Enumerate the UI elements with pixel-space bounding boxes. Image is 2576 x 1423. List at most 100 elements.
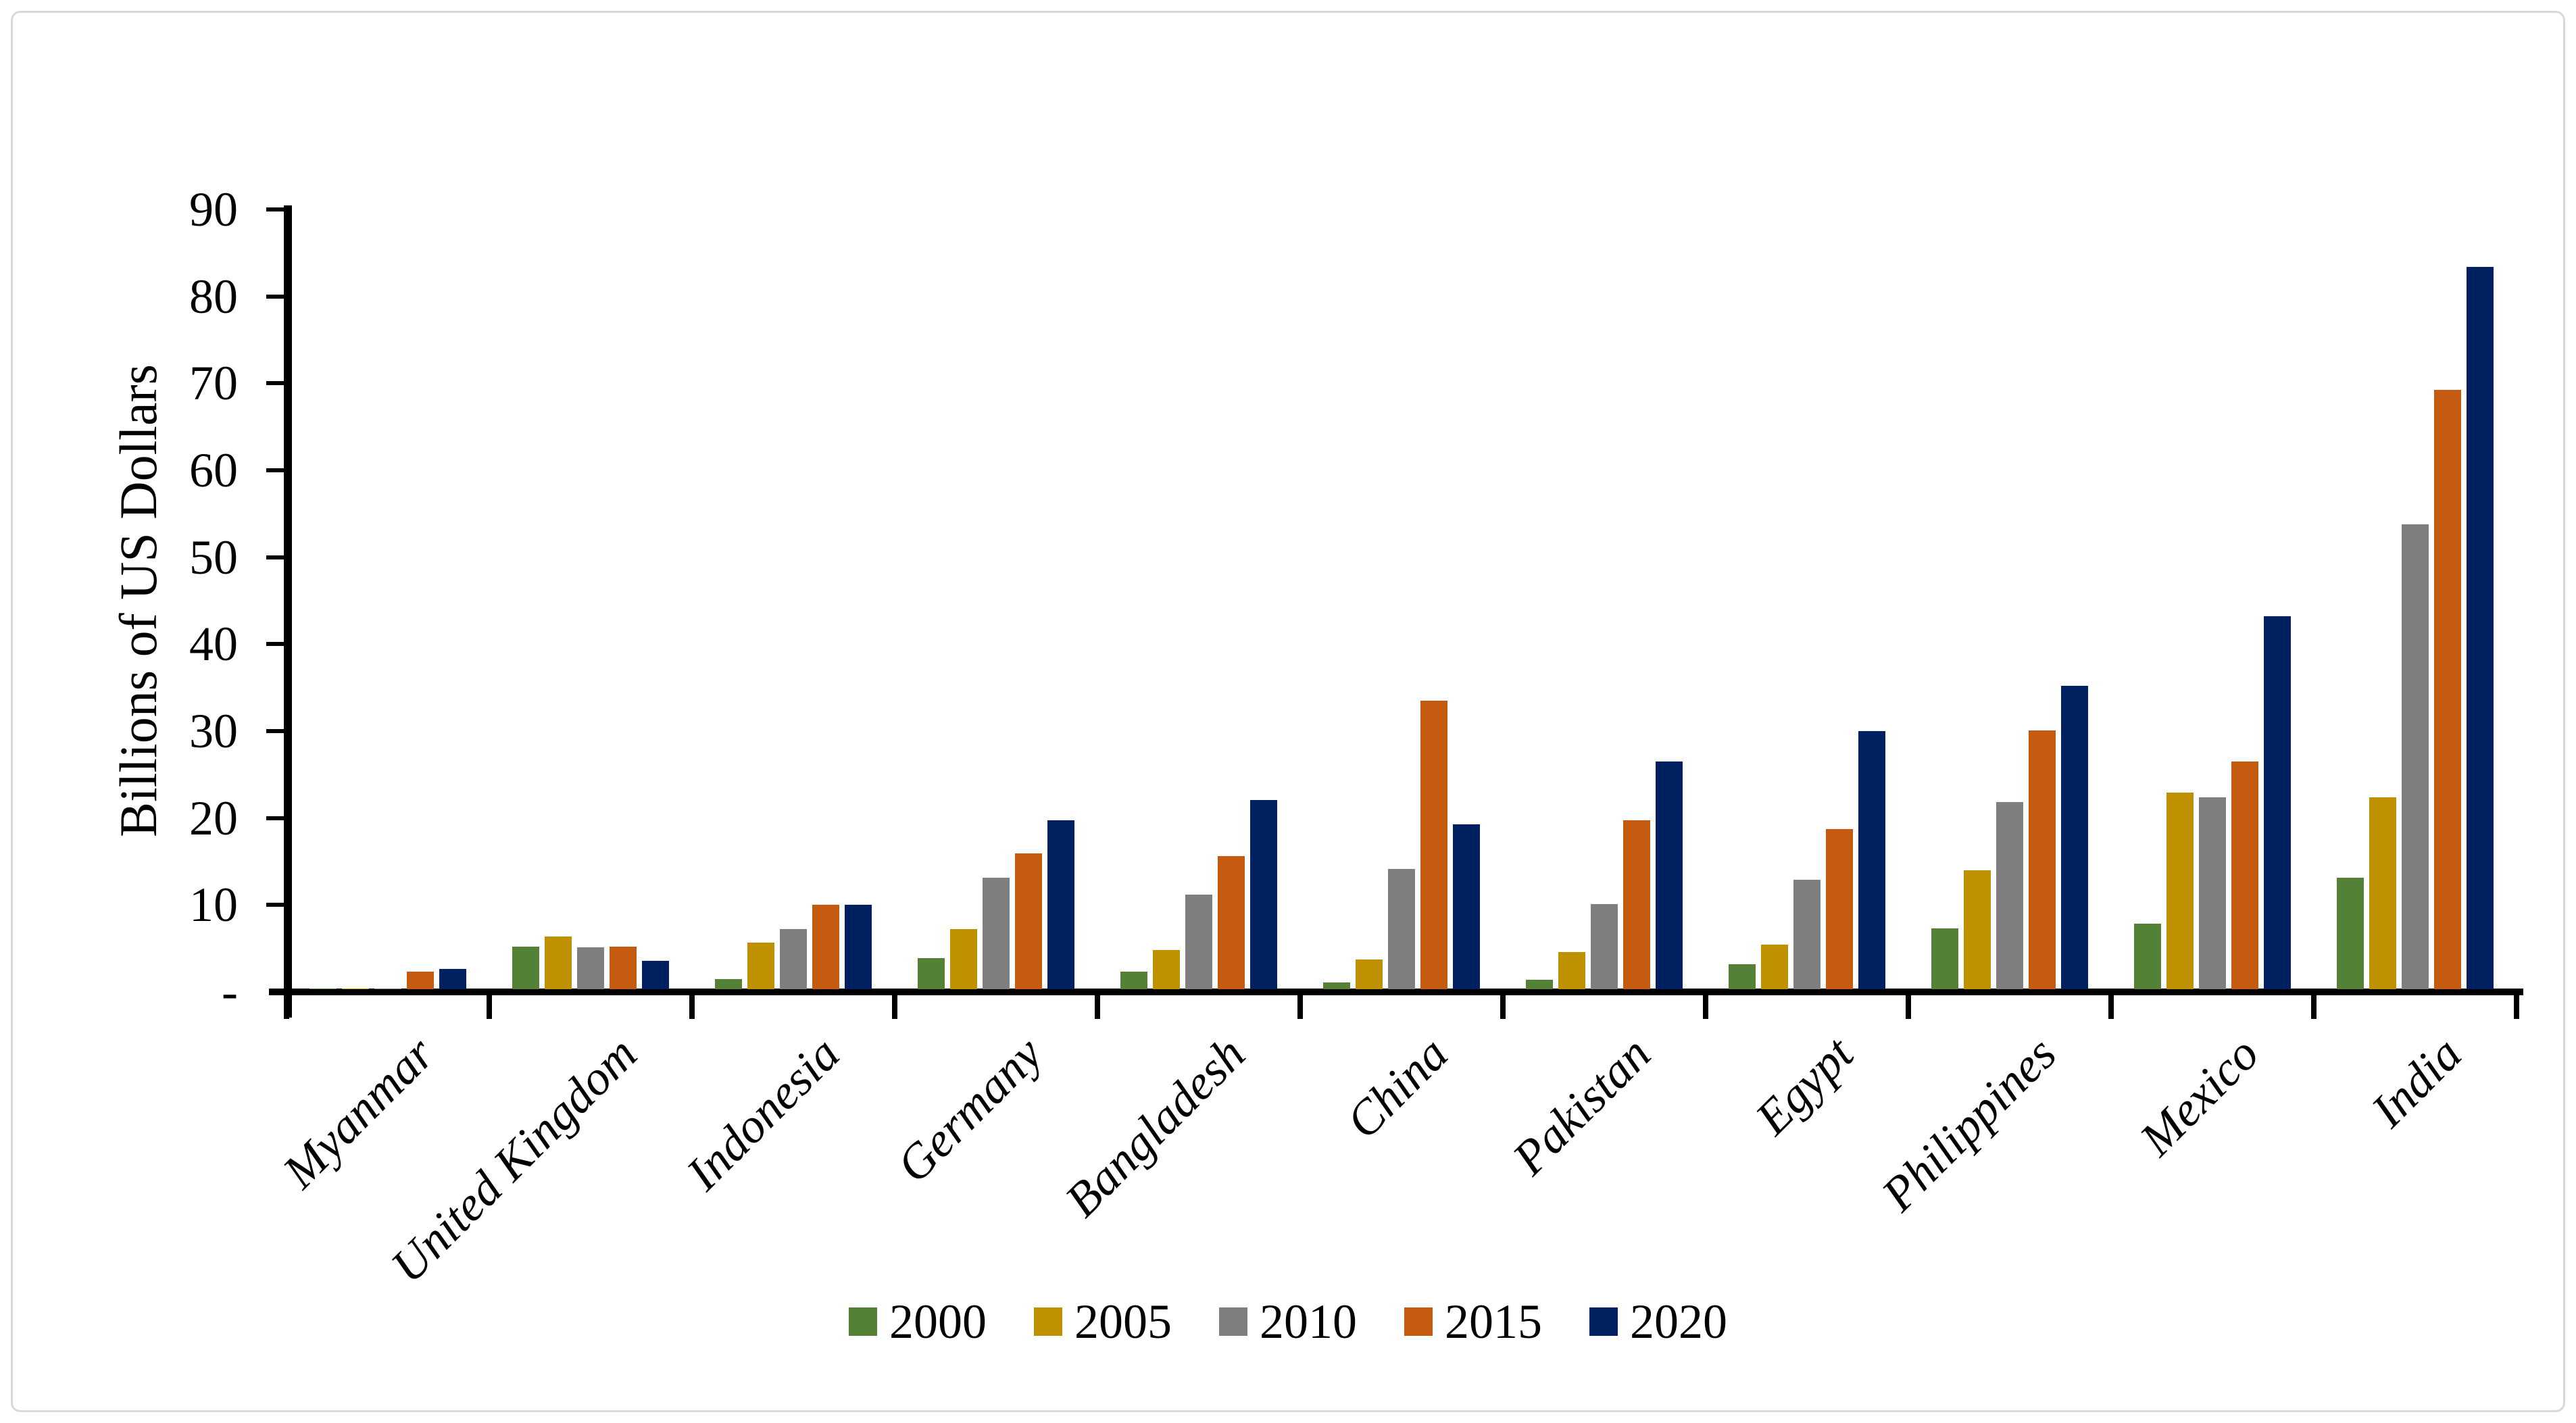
x-axis-tick <box>689 992 695 1019</box>
bar-2005-philippines <box>1964 870 1991 989</box>
bar-group <box>2111 616 2314 989</box>
bar-2020-myanmar <box>439 969 466 989</box>
bar-2000-egypt <box>1729 964 1756 989</box>
bar-2020-germany <box>1047 820 1074 989</box>
y-axis-tick <box>266 816 285 820</box>
bar-2020-egypt <box>1858 731 1885 989</box>
y-axis-tick-label: 30 <box>189 704 238 758</box>
bar-2000-pakistan <box>1526 980 1553 989</box>
y-axis-tick-label: 70 <box>189 356 238 411</box>
legend-item-2020: 2020 <box>1589 1295 1727 1349</box>
y-axis-tick <box>266 207 285 211</box>
bar-2005-pakistan <box>1558 952 1585 989</box>
bar-group <box>1300 701 1503 989</box>
bar-group <box>1503 762 1706 989</box>
bar-group <box>1097 800 1300 989</box>
bar-2020-bangladesh <box>1250 800 1277 989</box>
bar-group <box>1706 731 1908 989</box>
legend-swatch-2020 <box>1589 1307 1618 1336</box>
y-axis-tick-label: 20 <box>189 791 238 845</box>
bar-2000-philippines <box>1931 928 1958 989</box>
legend-item-2000: 2000 <box>849 1295 987 1349</box>
x-axis-tick <box>1703 992 1708 1019</box>
bar-2005-united-kingdom <box>545 937 572 989</box>
bar-group <box>2314 267 2517 989</box>
x-axis-category-label: China <box>1335 1026 1458 1149</box>
y-axis-line <box>284 205 292 1018</box>
bar-2015-mexico <box>2231 762 2258 989</box>
legend-label: 2000 <box>889 1295 987 1349</box>
bar-2005-germany <box>950 929 977 989</box>
bar-group <box>489 937 692 989</box>
bar-2005-egypt <box>1761 945 1788 989</box>
bar-2015-germany <box>1015 853 1042 989</box>
y-axis-tick-label: 10 <box>189 878 238 932</box>
legend-swatch-2005 <box>1034 1307 1062 1336</box>
legend-swatch-2015 <box>1404 1307 1433 1336</box>
bar-2005-mexico <box>2166 793 2194 989</box>
bar-2000-united-kingdom <box>512 947 539 989</box>
y-axis-tick <box>266 294 285 299</box>
legend-label: 2010 <box>1260 1295 1357 1349</box>
y-axis-title: Billions of US Dollars <box>109 364 168 837</box>
bar-2010-germany <box>983 878 1010 989</box>
bar-2015-india <box>2434 390 2461 989</box>
x-axis-tick <box>487 992 492 1019</box>
legend-swatch-2000 <box>849 1307 877 1336</box>
x-axis-category-label: India <box>2360 1026 2472 1138</box>
y-axis-tick-label: - <box>222 965 238 1019</box>
bar-2020-philippines <box>2061 686 2088 989</box>
bar-2015-philippines <box>2029 730 2056 989</box>
bar-2000-germany <box>918 958 945 989</box>
bar-2010-united-kingdom <box>577 947 604 989</box>
x-axis-tick <box>2514 992 2519 1019</box>
bar-2015-china <box>1420 701 1447 989</box>
legend-label: 2015 <box>1445 1295 1542 1349</box>
y-axis-tick <box>266 468 285 472</box>
bar-2010-pakistan <box>1591 904 1618 989</box>
legend-label: 2005 <box>1074 1295 1172 1349</box>
bar-2020-pakistan <box>1656 762 1683 989</box>
x-axis-tick <box>1095 992 1100 1019</box>
x-axis-category-label: Germany <box>886 1026 1053 1193</box>
x-axis-category-label: Indonesia <box>676 1026 850 1201</box>
x-axis-tick <box>2311 992 2317 1019</box>
x-axis-tick <box>2108 992 2114 1019</box>
bar-group <box>287 969 489 989</box>
bar-2000-china <box>1323 982 1350 989</box>
bar-2005-bangladesh <box>1153 950 1180 989</box>
legend: 2000 2005 2010 2015 2020 <box>0 1295 2576 1349</box>
x-axis-category-label: Philippines <box>1871 1026 2066 1222</box>
y-axis-tick-label: 40 <box>189 617 238 672</box>
bar-2010-egypt <box>1793 880 1820 989</box>
legend-swatch-2010 <box>1219 1307 1247 1336</box>
bar-group <box>895 820 1097 989</box>
y-axis-tick <box>266 729 285 733</box>
x-axis-category-label: Myanmar <box>272 1026 445 1199</box>
y-axis-tick <box>266 903 285 907</box>
y-axis-tick-label: 90 <box>189 182 238 236</box>
bar-2020-india <box>2467 267 2494 989</box>
bar-2015-united-kingdom <box>610 947 637 989</box>
bar-2015-myanmar <box>407 972 434 989</box>
bar-2020-united-kingdom <box>642 961 669 989</box>
x-axis-tick <box>1297 992 1303 1019</box>
bar-2015-bangladesh <box>1218 856 1245 989</box>
bar-2010-indonesia <box>780 929 807 989</box>
x-axis-line <box>269 989 2523 995</box>
y-axis-tick-label: 60 <box>189 443 238 497</box>
bar-2005-china <box>1356 959 1383 989</box>
y-axis-tick <box>266 642 285 647</box>
bar-2000-indonesia <box>715 979 742 989</box>
y-axis-tick-label: 80 <box>189 269 238 324</box>
bar-2010-mexico <box>2199 797 2226 989</box>
bar-2010-philippines <box>1996 802 2023 989</box>
x-axis-category-label: Egypt <box>1745 1026 1864 1145</box>
bar-2000-india <box>2337 878 2364 989</box>
bar-2005-indonesia <box>747 943 774 989</box>
legend-item-2010: 2010 <box>1219 1295 1357 1349</box>
y-axis-tick <box>266 555 285 559</box>
bar-2015-pakistan <box>1623 820 1650 989</box>
x-axis-category-label: Pakistan <box>1502 1026 1661 1185</box>
